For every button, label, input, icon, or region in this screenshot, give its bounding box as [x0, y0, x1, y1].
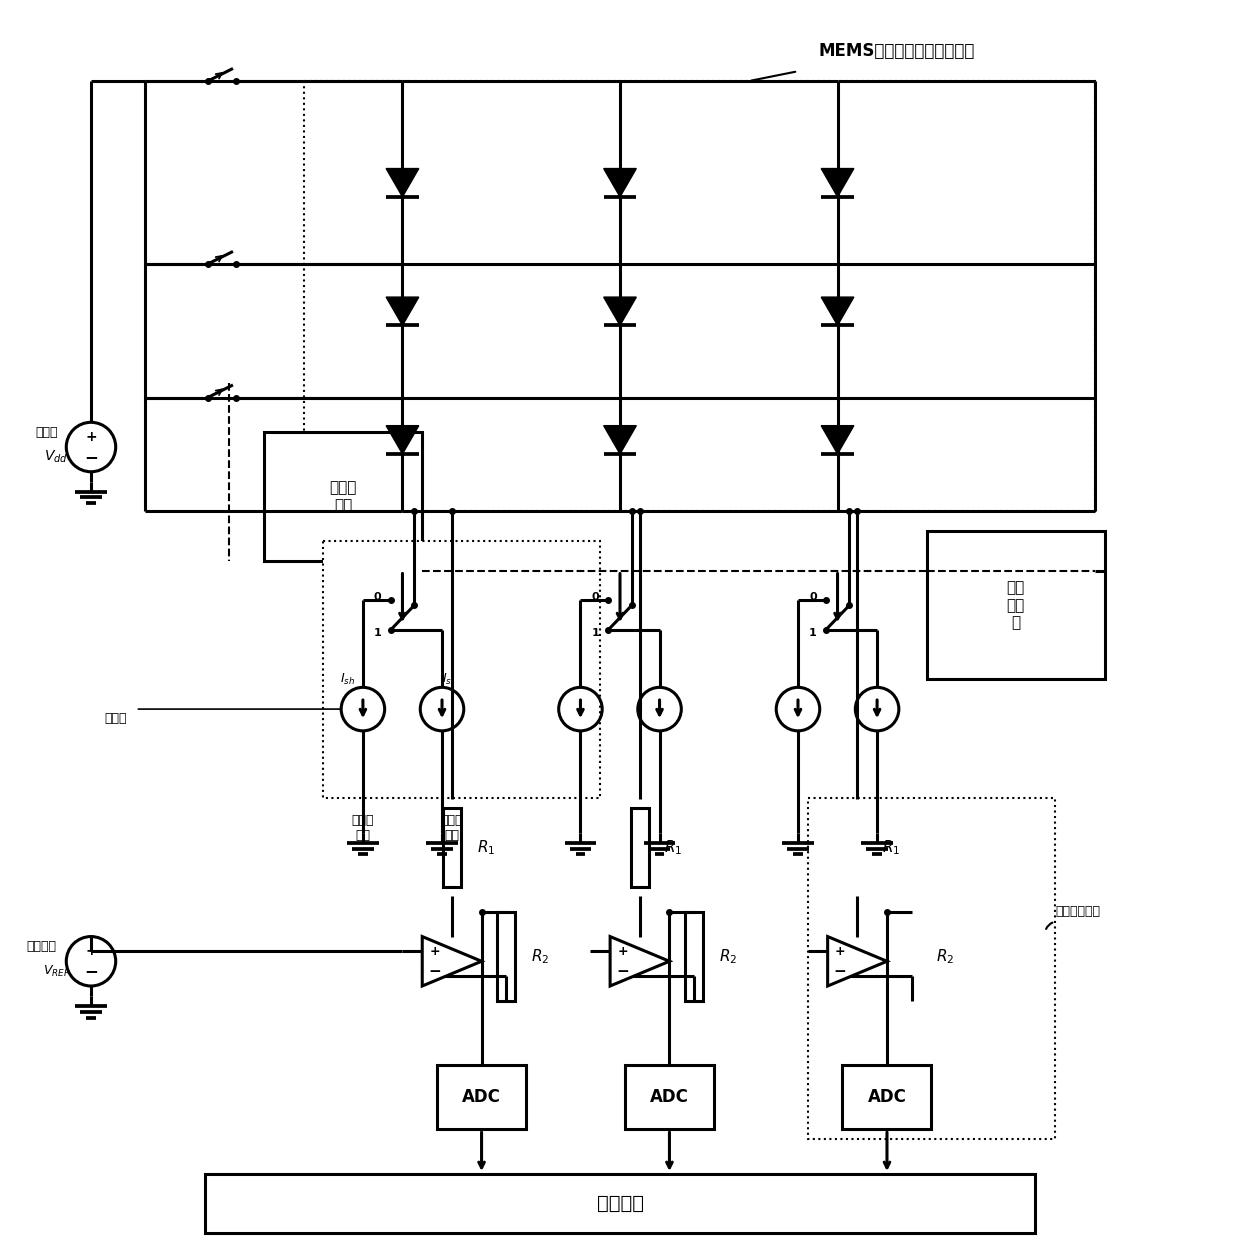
Polygon shape: [604, 298, 636, 325]
Text: −: −: [428, 963, 441, 978]
Bar: [631, 808, 649, 887]
Polygon shape: [827, 937, 887, 986]
Polygon shape: [610, 937, 670, 986]
Text: 0: 0: [374, 593, 382, 603]
Bar: [497, 912, 515, 1001]
Text: 1: 1: [808, 628, 817, 638]
Text: 移位寄
存器: 移位寄 存器: [330, 480, 357, 512]
Text: 1: 1: [591, 628, 599, 638]
Text: +: +: [86, 945, 97, 958]
Text: $R_2$: $R_2$: [719, 947, 737, 966]
Polygon shape: [604, 426, 636, 453]
Text: $R_2$: $R_2$: [531, 947, 549, 966]
Text: 第二恒
流源: 第二恒 流源: [440, 814, 464, 842]
Bar: [264, 432, 423, 560]
Text: $I_s$: $I_s$: [441, 672, 453, 687]
Text: −: −: [833, 963, 847, 978]
Bar: [443, 808, 461, 887]
Text: $R_1$: $R_1$: [476, 838, 495, 857]
Text: $V_{dd}$: $V_{dd}$: [45, 448, 68, 465]
Text: 电压源: 电压源: [35, 426, 58, 438]
Text: 移位
寄存
器: 移位 寄存 器: [1007, 580, 1024, 631]
Bar: [842, 1065, 931, 1129]
Polygon shape: [386, 168, 419, 197]
Bar: [848, 808, 867, 887]
Polygon shape: [821, 168, 854, 197]
Text: 0: 0: [591, 593, 599, 603]
Text: ADC: ADC: [463, 1088, 501, 1107]
Text: 数据处理: 数据处理: [596, 1194, 644, 1213]
Polygon shape: [386, 298, 419, 325]
Text: −: −: [84, 448, 98, 466]
Text: −: −: [616, 963, 629, 978]
Bar: [903, 912, 920, 1001]
Bar: [324, 541, 600, 798]
Text: 0: 0: [808, 593, 817, 603]
Text: +: +: [618, 945, 627, 958]
Bar: [625, 1065, 714, 1129]
Text: $I_{sh}$: $I_{sh}$: [341, 672, 356, 687]
Text: ADC: ADC: [868, 1088, 906, 1107]
Text: $R_1$: $R_1$: [665, 838, 683, 857]
Text: $R_1$: $R_1$: [882, 838, 900, 857]
Text: MEMS非制冷红外焦平面阵列: MEMS非制冷红外焦平面阵列: [818, 41, 975, 59]
Text: 放大运算电路: 放大运算电路: [1055, 906, 1100, 918]
Bar: [304, 82, 1095, 511]
Bar: [926, 531, 1105, 679]
Text: +: +: [429, 945, 440, 958]
Polygon shape: [821, 426, 854, 453]
Text: +: +: [835, 945, 846, 958]
Polygon shape: [604, 168, 636, 197]
Bar: [205, 1174, 1035, 1233]
Bar: [808, 798, 1055, 1139]
Text: $R_2$: $R_2$: [936, 947, 955, 966]
Polygon shape: [821, 298, 854, 325]
Text: ADC: ADC: [650, 1088, 689, 1107]
Bar: [686, 912, 703, 1001]
Text: 恒流源: 恒流源: [104, 712, 126, 726]
Text: $V_{REF}$: $V_{REF}$: [42, 963, 69, 978]
Text: −: −: [84, 962, 98, 980]
Text: 参考电压: 参考电压: [26, 939, 57, 953]
Polygon shape: [386, 426, 419, 453]
Text: +: +: [86, 430, 97, 445]
Polygon shape: [423, 937, 481, 986]
Text: 1: 1: [374, 628, 382, 638]
Bar: [436, 1065, 526, 1129]
Text: 第一恒
流源: 第一恒 流源: [352, 814, 374, 842]
